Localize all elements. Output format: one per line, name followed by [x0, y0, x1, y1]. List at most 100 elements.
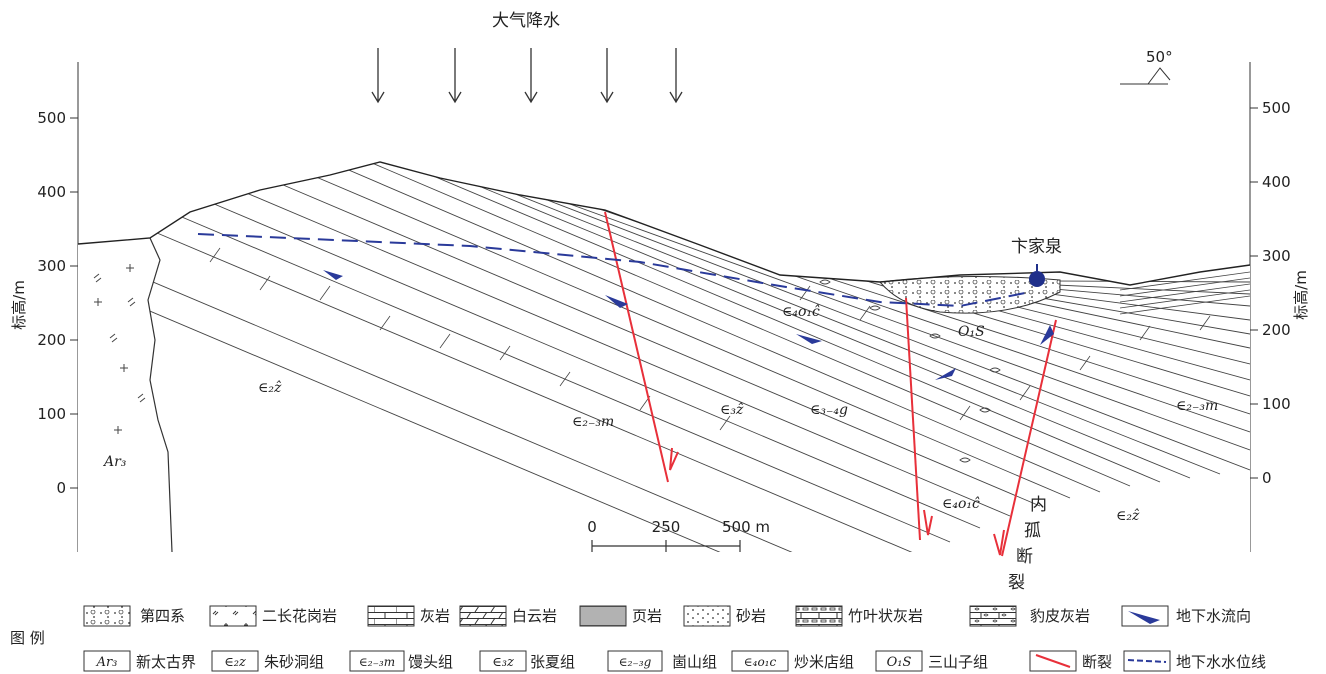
unit-label-oc-top: ∈₄o₁ĉ [782, 304, 820, 320]
fault-line-1 [604, 211, 669, 483]
bedrock-strata [78, 162, 1250, 552]
legend-label-ar3: 新太古界 [136, 653, 196, 671]
left-axis-label: 标高/m [10, 280, 28, 330]
left-tick-0: 0 [56, 479, 66, 497]
scale-tick-0: 0 [587, 518, 597, 536]
unit-label-z2-left: ∈₂ẑ [258, 379, 282, 396]
scale-tick-500: 500 m [722, 518, 770, 536]
fault-line-2 [905, 297, 921, 541]
fault-name: 内 孤 断 裂 [1008, 495, 1047, 593]
faults [604, 211, 1057, 557]
flow-arrow-icon [605, 295, 628, 308]
legend-label-oc: 炒米店组 [794, 653, 854, 671]
scale-bar [591, 540, 741, 552]
svg-text:断: 断 [1016, 547, 1033, 567]
shale-pattern-icon [579, 605, 627, 627]
unit-label-g34: ∈₃₋₄g [810, 402, 848, 418]
water-table-line [197, 233, 1031, 308]
left-tick-300: 300 [37, 257, 66, 275]
precipitation-arrows [371, 48, 683, 104]
granite-block [78, 238, 172, 552]
fault-line-3 [1001, 319, 1057, 557]
unit-label-z2-right: ∈₂ẑ [1116, 507, 1140, 524]
legend-code-g: ∈₂₋₃g [619, 655, 652, 669]
right-tick-500: 500 [1262, 99, 1291, 117]
legend-box-g [607, 650, 663, 672]
legend-label-z2: 朱砂洞组 [264, 653, 324, 671]
right-tick-400: 400 [1262, 173, 1291, 191]
legend-label-granite: 二长花岗岩 [262, 607, 337, 625]
legend-label-limestone: 灰岩 [420, 607, 450, 625]
spring-label: 卞家泉 [1011, 237, 1062, 257]
legend-label-dolomite: 白云岩 [512, 607, 557, 625]
legend-label-g: 崮山组 [672, 653, 717, 671]
rain-arrow-icon [448, 48, 462, 104]
legend-label-leopard-limestone: 豹皮灰岩 [1030, 607, 1090, 625]
rain-arrow-icon [371, 48, 385, 104]
granite-pattern-icon [209, 605, 257, 627]
left-tick-100: 100 [37, 405, 66, 423]
svg-text:裂: 裂 [1008, 573, 1025, 593]
legend-row-2: Ar₃ 新太古界 ∈₂z 朱砂洞组 ∈₂₋₃m 馒头组 ∈₃z 张夏组 ∈₂₋₃… [83, 650, 1266, 672]
legend-title: 图 例 [10, 629, 45, 647]
legend-code-o1s: O₁S [887, 655, 912, 670]
svg-text:内: 内 [1030, 495, 1047, 515]
flow-arrow-icon [935, 368, 956, 380]
ground-surface [77, 161, 1251, 286]
legend-code-ar3: Ar₃ [96, 655, 118, 670]
granite-marks [93, 264, 146, 434]
precipitation-title: 大气降水 [492, 11, 560, 31]
fault-arrow-icon [923, 509, 933, 536]
legend-code-z2: ∈₂z [224, 655, 246, 670]
legend-box-oc [731, 650, 789, 672]
legend-label-water-table: 地下水水位线 [1176, 653, 1266, 671]
leopard-limestone-pattern-icon [969, 605, 1017, 627]
legend-box-z3 [479, 650, 527, 672]
right-tick-200: 200 [1262, 321, 1291, 339]
legend-row-1: 第四系 二长花岗岩 灰岩 白云岩 页岩 砂岩 竹叶状灰岩 豹皮灰岩 地下水流向 [83, 605, 1251, 627]
left-tick-200: 200 [37, 331, 66, 349]
legend-box-z2 [211, 650, 259, 672]
legend-code-z3: ∈₃z [492, 655, 514, 670]
dip-symbol-icon [1120, 67, 1171, 85]
legend-label-o1s: 三山子组 [928, 653, 988, 671]
legend-box-m23 [349, 650, 405, 672]
sandstone-pattern-icon [683, 605, 731, 627]
right-axis [1249, 62, 1258, 552]
legend-box-o1s [875, 650, 923, 672]
legend-code-oc: ∈₄o₁c [744, 655, 777, 669]
fault-arrow-icon [993, 529, 1005, 556]
unit-label-m23-right: ∈₂₋₃m [1176, 398, 1218, 414]
flow-arrows [323, 270, 1054, 380]
limestone-pattern-icon [367, 605, 415, 627]
flow-arrow-icon [323, 270, 343, 280]
flow-arrow-icon [1040, 325, 1054, 345]
left-tick-500: 500 [37, 109, 66, 127]
right-axis-label: 标高/m [1292, 270, 1310, 320]
right-tick-300: 300 [1262, 247, 1291, 265]
quaternary-pattern-icon [83, 605, 131, 627]
legend-label-quaternary: 第四系 [140, 607, 185, 625]
left-axis [70, 62, 79, 552]
right-tick-100: 100 [1262, 395, 1291, 413]
legend-label-fault: 断裂 [1082, 653, 1112, 671]
rain-arrow-icon [524, 48, 538, 104]
left-tick-400: 400 [37, 183, 66, 201]
legend-label-bamboo-limestone: 竹叶状灰岩 [848, 607, 923, 625]
dolomite-pattern-icon [459, 605, 507, 627]
fault-arrow-icon [669, 447, 679, 471]
rain-arrow-icon [600, 48, 614, 104]
legend-label-m23: 馒头组 [408, 653, 453, 671]
legend-label-z3: 张夏组 [530, 653, 575, 671]
unit-label-oc-bottom: ∈₄o₁ĉ [942, 496, 980, 512]
scale-tick-250: 250 [652, 518, 681, 536]
unit-label-o1s: O₁S [958, 324, 985, 340]
legend-box-ar3 [83, 650, 131, 672]
spring-icon [1029, 271, 1045, 287]
unit-label-m23-left: ∈₂₋₃m [572, 414, 614, 430]
rain-arrow-icon [669, 48, 683, 104]
legend-label-sandstone: 砂岩 [736, 607, 766, 625]
unit-label-z3: ∈₃ẑ [720, 401, 744, 418]
svg-text:孤: 孤 [1024, 521, 1041, 541]
